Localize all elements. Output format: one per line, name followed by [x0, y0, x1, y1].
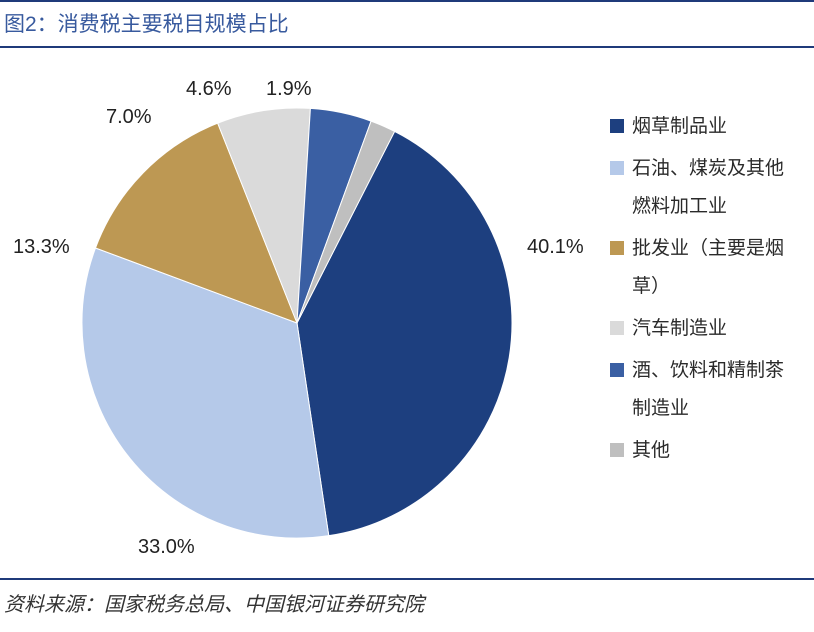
legend-label: 其他: [632, 432, 670, 470]
legend-swatch: [610, 443, 624, 457]
legend: 烟草制品业石油、煤炭及其他燃料加工业批发业（主要是烟草） 汽车制造业酒、饮料和精制…: [610, 108, 800, 474]
legend-item: 批发业（主要是烟草）: [610, 230, 800, 306]
chart-title: 图2：消费税主要税目规模占比: [4, 8, 810, 38]
legend-item: 石油、煤炭及其他燃料加工业: [610, 150, 800, 226]
legend-swatch: [610, 363, 624, 377]
legend-label: 酒、饮料和精制茶制造业: [632, 352, 800, 428]
pie-holder: 40.1%33.0%13.3%7.0%4.6%1.9%: [80, 78, 514, 583]
slice-label: 13.3%: [13, 236, 70, 259]
slice-label: 4.6%: [186, 78, 232, 101]
slice-label: 7.0%: [106, 106, 152, 129]
legend-swatch: [610, 161, 624, 175]
legend-label: 汽车制造业: [632, 310, 727, 348]
slice-label: 40.1%: [527, 236, 584, 259]
chart-zone: 40.1% 33.0% 13.3% 7.0% 4.6% 1.9% 烟草制品业石油、煤炭及其…: [0, 48, 814, 578]
title-bar: 图2：消费税主要税目规模占比: [0, 0, 814, 48]
slice-label: 1.9%: [266, 78, 312, 101]
legend-label: 烟草制品业: [632, 108, 727, 146]
legend-swatch: [610, 321, 624, 335]
legend-item: 烟草制品业: [610, 108, 800, 146]
legend-swatch: [610, 119, 624, 133]
legend-label: 批发业（主要是烟草）: [632, 230, 800, 306]
legend-label: 石油、煤炭及其他燃料加工业: [632, 150, 800, 226]
legend-item: 汽车制造业: [610, 310, 800, 348]
legend-item: 其他: [610, 432, 800, 470]
source-text: 资料来源：国家税务总局、中国银河证券研究院: [0, 580, 814, 617]
pie-svg: [80, 78, 514, 578]
legend-swatch: [610, 241, 624, 255]
legend-item: 酒、饮料和精制茶制造业: [610, 352, 800, 428]
slice-label: 33.0%: [138, 536, 195, 559]
